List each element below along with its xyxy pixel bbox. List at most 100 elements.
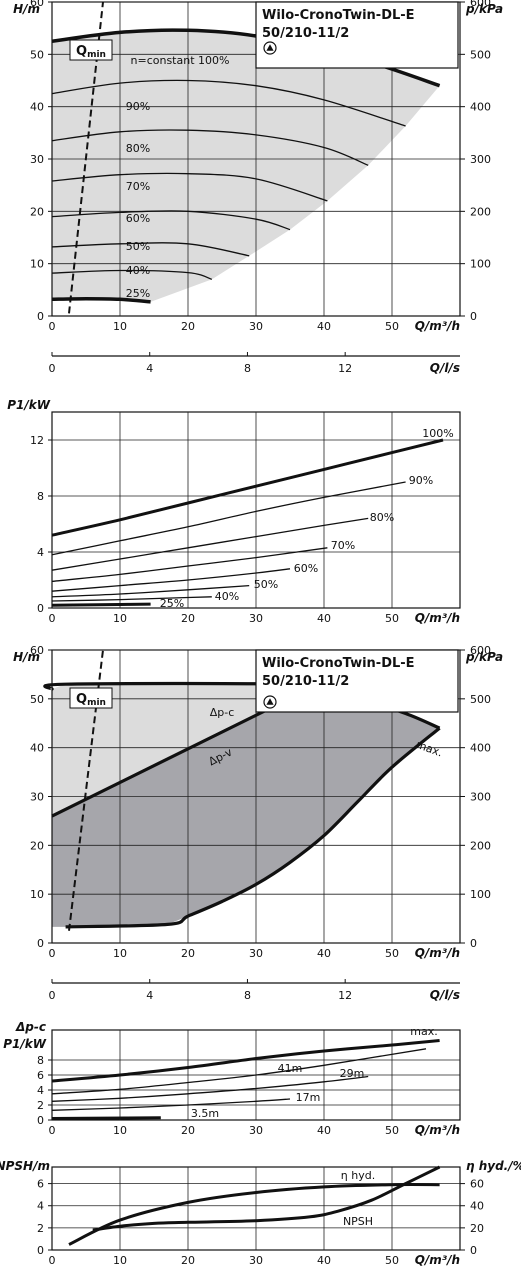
x-tick-label: 20 [181,612,195,625]
y2-axis-label: p/kPa [465,650,503,664]
x-tick-label: 20 [181,1124,195,1137]
power-curve [51,1098,291,1111]
y-tick-label: 30 [30,791,44,804]
y-tick-label: 0 [37,602,44,615]
power-curve-label: 60% [294,562,318,575]
x-axis-label: Q/m³/h [415,1123,460,1137]
power-curve [51,596,212,602]
model-name-1: Wilo-CronoTwin-DL-E [262,8,415,23]
head-curve [51,242,250,257]
wilo-logo-icon [263,41,277,55]
y-axis-label: NPSH/m [0,1159,50,1173]
y2-axis-label: η hyd./% [466,1159,521,1173]
power-curve-label: 3.5m [191,1107,219,1120]
y2-axis-label: p/kPa [465,2,503,16]
x2-tick-label: 4 [146,362,153,375]
power-curve-label: 40% [215,590,239,603]
y-tick-label: 50 [30,693,44,706]
x-axis-label: Q/m³/h [415,611,460,625]
y-axis-label: H/m [13,2,40,16]
y-axis-label: P1/kW [3,1037,47,1051]
x-tick-label: 40 [317,947,331,960]
y-tick-label: 6 [37,1178,44,1191]
x-tick-label: 50 [385,1124,399,1137]
power-curve [51,584,250,598]
efficiency-label: η hyd. [341,1169,375,1182]
y2-tick-label: 500 [470,693,491,706]
y-tick-label: 2 [37,1222,44,1235]
x2-tick-label: 12 [338,362,352,375]
x2-tick-label: 0 [49,989,56,1002]
x-tick-label: 30 [249,612,263,625]
qmin-label-box [69,687,113,709]
y-tick-label: 8 [37,490,44,503]
y2-tick-label: 300 [470,791,491,804]
y2-tick-label: 60 [470,1178,484,1191]
y2-tick-label: 400 [470,742,491,755]
y-tick-label: 0 [37,1244,44,1257]
model-name-2: Wilo-CronoTwin-DL-E [262,656,415,671]
x-tick-label: 0 [49,947,56,960]
npsh-label: NPSH [343,1215,373,1228]
y-tick-label: 10 [30,258,44,271]
x-tick-label: 10 [113,612,127,625]
head-curve [51,296,151,304]
x2-tick-label: 4 [146,989,153,1002]
head-curve [51,172,328,202]
qmin-label-box [69,39,113,61]
y2-tick-label: 600 [470,644,491,657]
x-tick-label: 40 [317,320,331,333]
power-curve-label: 100% [422,427,453,440]
x-tick-label: 10 [113,947,127,960]
power-curve-label: max. [410,1025,437,1038]
x-tick-label: 10 [113,320,127,333]
x-axis-label: Q/m³/h [415,1253,460,1267]
y-tick-label: 0 [37,310,44,323]
curve-label: 80% [126,142,150,155]
y-tick-label: 10 [30,888,44,901]
x-tick-label: 30 [249,1254,263,1267]
efficiency-curve [68,1183,440,1246]
y-tick-label: 60 [30,0,44,9]
head-curve [51,210,291,231]
npsh-curve [92,1165,441,1232]
x-tick-label: 30 [249,947,263,960]
y-tick-label: 20 [30,839,44,852]
y-tick-label: 50 [30,48,44,61]
power-curve-label: 41m [278,1062,303,1075]
y2-tick-label: 0 [470,1244,477,1257]
min-curve [65,726,441,929]
x-axis-label: Q/m³/h [415,319,460,333]
x-tick-label: 50 [385,1254,399,1267]
curve-label: 25% [126,287,150,300]
power-curve-label: 25% [160,597,184,610]
power-curve-label: 17m [296,1091,321,1104]
dpc-label: Δp-c [210,706,235,719]
y-tick-label: 4 [37,546,44,559]
power-curve-label: 90% [409,474,433,487]
model-size-1: 50/210-11/2 [262,26,349,41]
y2-tick-label: 40 [470,1200,484,1213]
x-tick-label: 10 [113,1124,127,1137]
x2-tick-label: 12 [338,989,352,1002]
power-curve-label: 80% [370,511,394,524]
qmin-subscript: min [87,50,106,60]
x-tick-label: 20 [181,320,195,333]
y2-tick-label: 0 [470,937,477,950]
y-tick-label: 12 [30,434,44,447]
x2-tick-label: 8 [244,989,251,1002]
y2-tick-label: 200 [470,205,491,218]
head-curve [51,79,406,127]
y-tick-label: 4 [37,1200,44,1213]
y-tick-label: 20 [30,205,44,218]
power-curve [51,602,151,607]
x-tick-label: 10 [113,1254,127,1267]
curve-label: 50% [126,240,150,253]
y-tick-label: 6 [37,1069,44,1082]
wilo-logo-icon [263,695,277,709]
y-axis-label-top: Δp-c [15,1020,46,1034]
power-curve [51,568,291,592]
x2-axis-label: Q/l/s [430,988,460,1002]
